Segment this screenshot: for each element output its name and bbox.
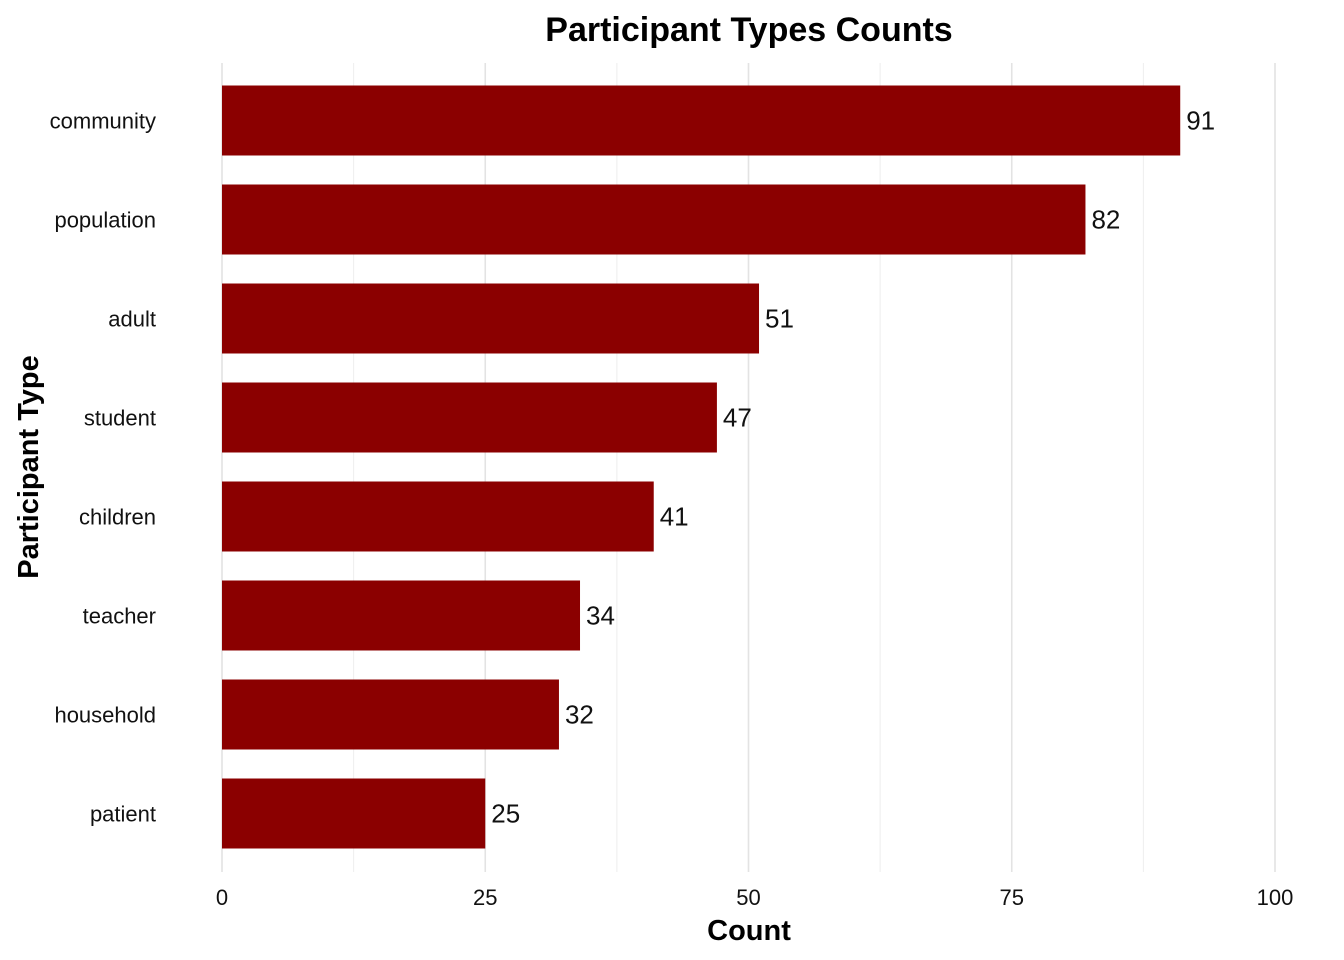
chart-title: Participant Types Counts (545, 11, 952, 49)
data-labels: 91 82 51 47 41 34 32 25 (491, 106, 1215, 829)
bar-household (222, 679, 559, 750)
bars (222, 85, 1181, 849)
y-tick-label: community (50, 109, 156, 134)
y-axis-title: Participant Type (13, 355, 45, 578)
y-tick-label: teacher (83, 604, 156, 629)
y-tick-label: student (84, 406, 156, 431)
x-tick-label: 0 (216, 885, 228, 910)
y-tick-label: adult (108, 307, 156, 332)
data-label-teacher: 34 (586, 601, 615, 631)
data-label-community: 91 (1186, 106, 1215, 136)
x-tick-label: 25 (473, 885, 497, 910)
data-label-adult: 51 (765, 304, 794, 334)
x-tick-label: 50 (736, 885, 760, 910)
y-axis-ticks: community population adult student children t… (50, 109, 156, 827)
y-tick-label: household (54, 703, 156, 728)
y-tick-label: population (54, 208, 156, 233)
bar-population (222, 184, 1086, 255)
data-label-population: 82 (1091, 205, 1120, 235)
data-label-household: 32 (565, 700, 594, 730)
y-tick-label: children (79, 505, 156, 530)
bar-adult (222, 283, 760, 354)
data-label-patient: 25 (491, 799, 520, 829)
bar-student (222, 382, 717, 453)
x-axis-title: Count (707, 915, 791, 947)
x-tick-label: 75 (1000, 885, 1024, 910)
y-tick-label: patient (90, 802, 156, 827)
x-tick-label: 100 (1257, 885, 1294, 910)
data-label-children: 41 (660, 502, 689, 532)
data-label-student: 47 (723, 403, 752, 433)
bar-teacher (222, 580, 581, 651)
gridlines (221, 63, 1276, 872)
bar-patient (222, 778, 486, 849)
x-axis-ticks: 0 25 50 75 100 (216, 885, 1293, 910)
bar-children (222, 481, 654, 552)
bar-community (222, 85, 1181, 156)
